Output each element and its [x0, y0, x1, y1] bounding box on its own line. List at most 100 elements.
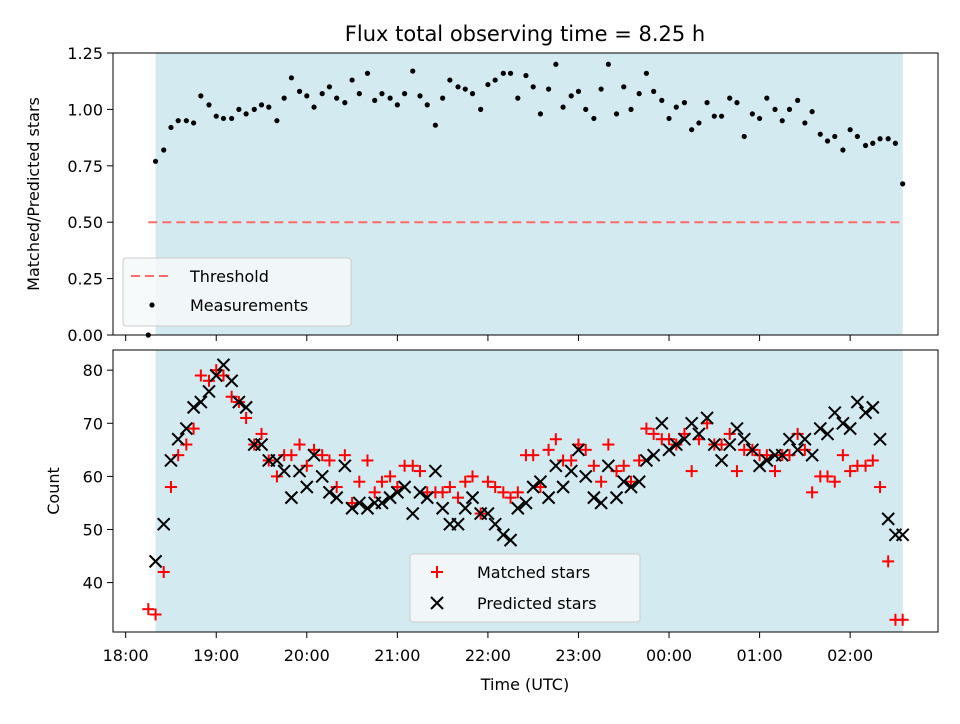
measurement-point — [560, 104, 566, 110]
predicted-star-point — [239, 400, 253, 415]
predicted-star-point — [782, 432, 797, 446]
matched-star-point — [595, 475, 608, 488]
predicted-star-point — [307, 448, 321, 462]
predicted-star-point — [360, 501, 375, 515]
measurement-point — [485, 81, 491, 88]
measurement-point — [704, 100, 710, 106]
matched-star-point — [836, 449, 849, 462]
predicted-star-point — [873, 432, 887, 446]
measurement-point — [575, 88, 582, 94]
measurement-point — [152, 158, 159, 164]
measurement-point — [764, 95, 770, 101]
x-axis-label: Time (UTC) — [480, 675, 569, 694]
predicted-star-point — [579, 469, 593, 484]
measurement-point — [342, 100, 348, 106]
predicted-star-point — [594, 496, 608, 510]
matched-star-point — [172, 449, 185, 462]
predicted-star-point — [836, 416, 850, 430]
measurement-point — [206, 102, 212, 108]
measurement-point — [334, 95, 340, 101]
bottom-plot-frame — [112, 349, 939, 633]
measurement-point — [681, 100, 688, 106]
predicted-star-point — [714, 453, 729, 468]
matched-star-point — [497, 486, 510, 499]
predicted-star-point — [820, 427, 835, 441]
chart-title: Flux total observing time = 8.25 h — [345, 22, 705, 46]
predicted-star-point — [322, 485, 337, 500]
measurement-point — [274, 118, 280, 124]
matched-star-point — [368, 486, 381, 499]
matched-star-point — [361, 454, 374, 467]
predicted-star-point — [662, 443, 676, 457]
matched-star-point — [142, 603, 155, 616]
predicted-star-point — [300, 480, 314, 494]
measurement-point — [673, 104, 679, 110]
matched-star-point — [828, 475, 841, 488]
measurement-point — [213, 113, 219, 119]
measurement-point — [478, 106, 484, 112]
predicted-star-point — [209, 368, 223, 383]
measurement-point — [636, 91, 642, 97]
measurement-point — [183, 118, 189, 124]
predicted-star-point — [775, 448, 789, 462]
top-y-tick-label: 0.25 — [67, 270, 103, 289]
top-legend-box — [122, 257, 352, 327]
x-tick-label: 20:00 — [284, 646, 330, 665]
measurement-point — [779, 118, 785, 124]
predicted-star-point — [413, 485, 427, 500]
measurement-point — [885, 136, 891, 142]
matched-star-point — [240, 411, 253, 424]
measurement-point — [326, 84, 333, 90]
predicted-star-point — [850, 395, 865, 409]
matched-star-point — [882, 555, 895, 568]
measurement-point — [462, 86, 468, 92]
measurement-point — [440, 95, 446, 101]
measurement-point — [190, 120, 197, 126]
top-y-axis-label: Matched/Predicted stars — [24, 97, 43, 291]
predicted-star-point — [858, 405, 873, 420]
predicted-star-point — [692, 427, 706, 441]
measurements-legend-label: Measurements — [190, 296, 308, 315]
measurement-point — [847, 127, 853, 133]
measurement-point — [862, 142, 869, 149]
predicted-star-point — [646, 448, 661, 462]
matched-star-point — [798, 443, 811, 456]
predicted-star-point — [315, 469, 329, 484]
measurement-point — [545, 86, 552, 92]
measurement-point — [591, 115, 597, 122]
matched-star-point — [481, 475, 494, 488]
measurement-point — [349, 77, 355, 83]
predicted-star-point — [669, 437, 683, 452]
predicted-star-point — [723, 437, 737, 452]
measurement-point — [666, 115, 672, 122]
predicted-star-point — [148, 554, 163, 569]
matched-star-point — [316, 449, 329, 462]
measurement-point — [515, 95, 521, 101]
measurement-point — [175, 118, 181, 124]
measurement-point — [447, 77, 453, 83]
matched-star-point — [633, 454, 646, 467]
measurement-point — [455, 84, 461, 90]
measurement-point — [251, 106, 257, 112]
measurement-point — [795, 97, 801, 103]
matched-star-point — [330, 481, 343, 494]
measurement-point — [756, 115, 763, 122]
matched-star-point — [715, 438, 728, 451]
measurement-point — [802, 120, 808, 126]
measurement-point — [530, 84, 536, 90]
measurement-point — [568, 93, 574, 99]
predicted-star-point — [329, 490, 344, 505]
predicted-star-point — [601, 459, 616, 473]
predicted-star-point — [564, 464, 578, 478]
predicted-star-point — [745, 443, 760, 457]
matched-star-point — [164, 481, 177, 494]
matched-star-point — [565, 454, 578, 467]
predicted-star-point — [624, 480, 638, 494]
predicted-star-point — [224, 374, 239, 388]
measurement-point — [854, 133, 861, 140]
matched-star-point — [663, 433, 676, 446]
predicted-star-point — [216, 358, 231, 372]
predicted-star-point — [511, 501, 525, 515]
measurement-point — [432, 122, 438, 128]
matched-star-point — [844, 465, 857, 478]
